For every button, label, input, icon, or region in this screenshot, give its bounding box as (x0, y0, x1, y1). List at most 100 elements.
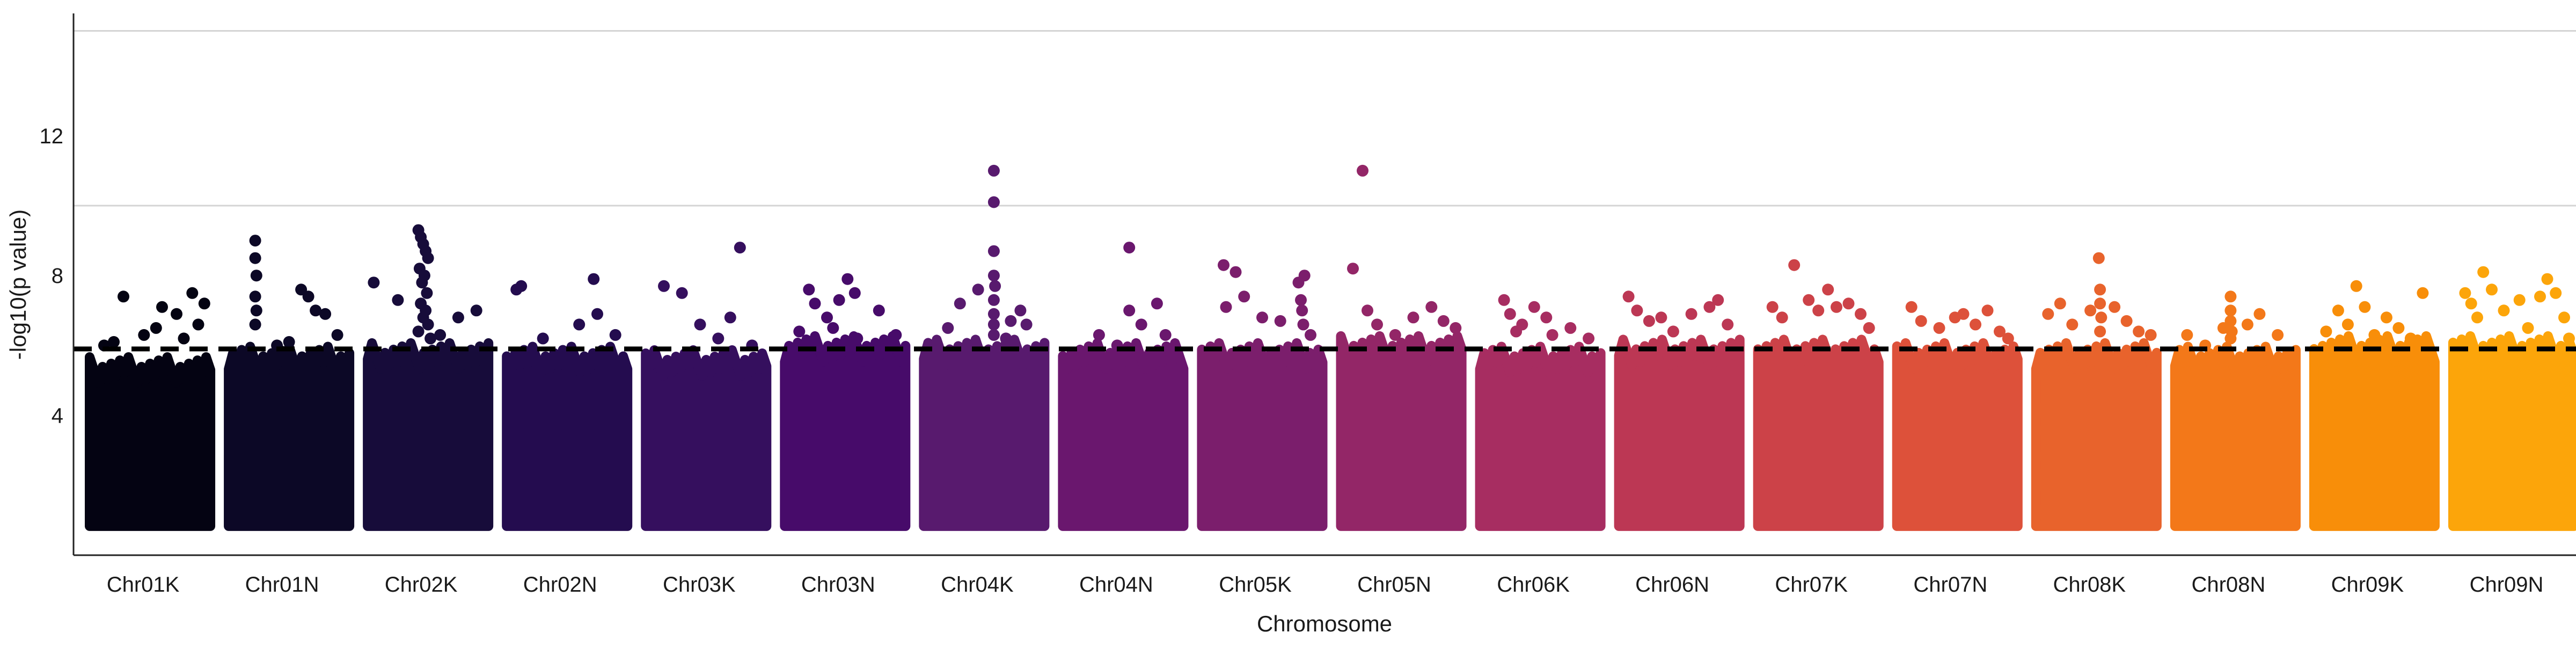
snp-point (283, 336, 295, 348)
snp-point (392, 294, 404, 306)
snp-point (331, 329, 343, 341)
snp-point (1803, 294, 1815, 306)
snp-point (2471, 311, 2483, 324)
snp-point (848, 287, 861, 299)
snp-point (1450, 322, 1462, 334)
snp-point (2224, 332, 2237, 345)
snp-point (1357, 164, 1368, 177)
snp-point (156, 301, 168, 313)
snp-point (1822, 283, 1834, 296)
snp-point (676, 287, 688, 299)
snp-point (1295, 294, 1307, 306)
snp-point (1151, 297, 1163, 310)
snp-point (972, 283, 984, 296)
snp-point (250, 304, 262, 317)
snp-point (841, 273, 854, 285)
snp-point (987, 318, 1000, 331)
snp-point (249, 290, 261, 303)
snp-point (186, 287, 199, 299)
snp-point (198, 297, 210, 310)
snp-point (2272, 329, 2284, 341)
snp-point (319, 308, 332, 320)
x-tick-label: Chr06N (1635, 573, 1709, 597)
bulk-layer (85, 331, 2576, 531)
snp-point (1655, 311, 1667, 324)
snp-point (171, 308, 182, 320)
snp-point (1510, 325, 1523, 338)
snp-point (1842, 297, 1855, 310)
label-layer: Chr01K Chr01N Chr02K Chr02N Chr03K Chr03N Chr0… (40, 125, 2544, 597)
snp-point (310, 304, 322, 317)
snp-point (851, 332, 863, 345)
point-cloud-Chr03K (641, 345, 772, 531)
snp-point (1256, 311, 1268, 324)
snp-point (138, 329, 150, 341)
snp-point (987, 196, 1000, 208)
snp-point (192, 318, 204, 331)
snp-point (178, 332, 190, 345)
snp-point (1347, 263, 1359, 275)
snp-point (412, 325, 425, 338)
snp-point (425, 332, 437, 345)
snp-point (249, 318, 261, 331)
snp-point (793, 325, 806, 338)
x-tick-label: Chr03K (663, 573, 736, 597)
snp-point (1437, 315, 1450, 327)
snp-point (573, 318, 586, 331)
snp-point (954, 297, 966, 310)
x-tick-label: Chr02K (385, 573, 458, 597)
snp-point (2241, 318, 2253, 331)
snp-point (1298, 270, 1311, 282)
snp-point (1230, 266, 1242, 278)
snp-point (1812, 304, 1825, 317)
snp-point (2133, 325, 2145, 338)
point-cloud-Chr04N (1058, 338, 1189, 531)
snp-point (987, 245, 1000, 257)
snp-point (1685, 308, 1697, 320)
snp-point (1776, 311, 1788, 324)
point-cloud-Chr09N (2448, 331, 2576, 531)
snp-point (434, 329, 447, 341)
snp-point (588, 273, 600, 285)
snp-point (416, 277, 428, 289)
snp-point (803, 283, 815, 296)
point-cloud-Chr05N (1336, 331, 1467, 531)
snp-point (2042, 308, 2054, 320)
snp-point (2541, 273, 2553, 285)
snp-point (2459, 287, 2471, 299)
snp-point (2224, 315, 2237, 327)
snp-point (1218, 259, 1230, 271)
snp-point (1504, 308, 1516, 320)
snp-point (2224, 304, 2237, 317)
snp-point (821, 311, 833, 324)
snp-point (150, 322, 162, 334)
point-cloud-Chr06N (1614, 335, 1745, 531)
snp-point (118, 290, 129, 303)
snp-point (1981, 304, 1994, 317)
snp-point (1123, 304, 1136, 317)
snp-point (1362, 304, 1373, 317)
x-tick-label: Chr07N (1913, 573, 1987, 597)
snp-point (1788, 259, 1801, 271)
y-tick-label: 4 (52, 404, 63, 428)
x-tick-label: Chr08K (2053, 573, 2126, 597)
point-cloud-Chr07K (1753, 335, 1884, 531)
snp-point (2120, 315, 2133, 327)
snp-point (1238, 290, 1250, 303)
snp-point (2522, 322, 2534, 334)
snp-point (2092, 252, 2105, 264)
snp-point (1389, 329, 1401, 341)
snp-point (2498, 304, 2510, 317)
x-tick-label: Chr01N (245, 573, 319, 597)
point-cloud-Chr01N (224, 341, 355, 531)
x-tick-label: Chr05K (1219, 573, 1292, 597)
snp-point (1498, 294, 1510, 306)
snp-point (452, 311, 464, 324)
snp-point (1712, 294, 1724, 306)
snp-point (1994, 325, 2006, 338)
points-layer (98, 164, 2575, 352)
snp-point (2513, 294, 2526, 306)
snp-point (1135, 318, 1147, 331)
snp-point (1005, 315, 1017, 327)
